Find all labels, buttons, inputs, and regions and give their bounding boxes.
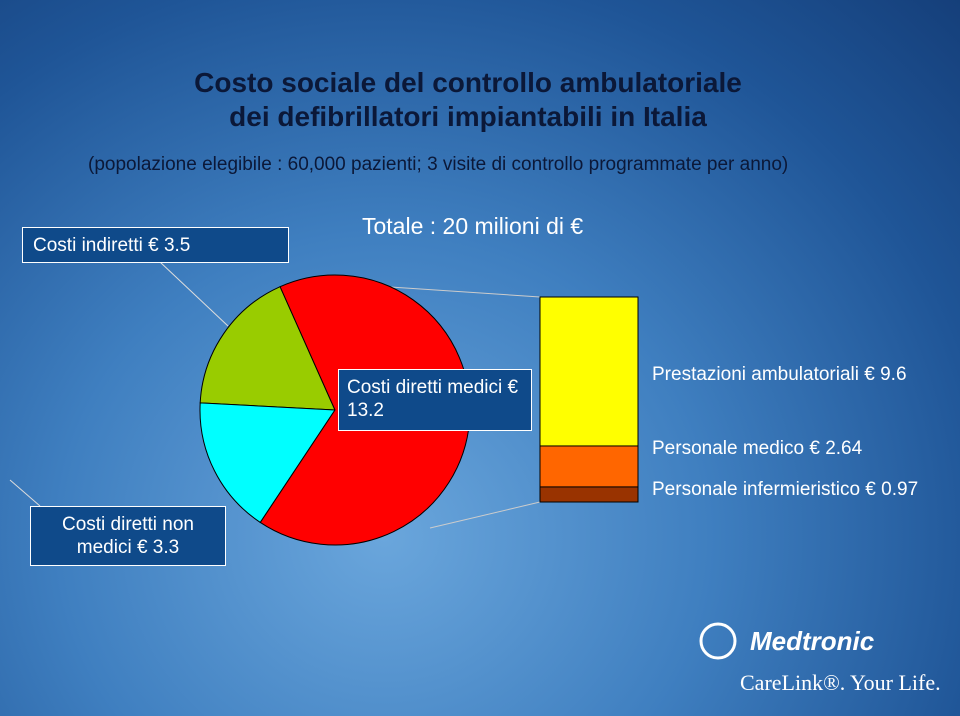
pie-label: Costi diretti medici € 13.2 (338, 369, 532, 431)
pie-slice (199, 402, 336, 524)
tagline: CareLink®. Your Life. (740, 670, 941, 695)
pie-label: Costi indiretti € 3.5 (22, 227, 289, 263)
leader (9, 479, 41, 507)
title-line: dei defibrillatori impiantabili in Itali… (229, 101, 707, 132)
bar-segment (539, 445, 639, 488)
pie-label: Costi diretti non medici € 3.3 (30, 506, 226, 566)
connector (429, 501, 541, 529)
subtitle: (popolazione elegibile : 60,000 pazienti… (88, 154, 789, 175)
title: Costo sociale del controllo ambulatorial… (0, 66, 936, 134)
leader (159, 261, 229, 327)
bar-label: Personale medico € 2.64 (652, 438, 863, 459)
logo-icon (699, 622, 737, 660)
bar-segment (539, 486, 639, 503)
bar-label: Prestazioni ambulatoriali € 9.6 (652, 364, 907, 385)
title-line: Costo sociale del controllo ambulatorial… (194, 67, 742, 98)
bar-label: Personale infermieristico € 0.97 (652, 479, 919, 500)
brand: Medtronic (750, 626, 875, 656)
pie-slice (199, 286, 336, 411)
annotation: Totale : 20 milioni di € (362, 213, 584, 239)
bar-segment (539, 296, 639, 447)
